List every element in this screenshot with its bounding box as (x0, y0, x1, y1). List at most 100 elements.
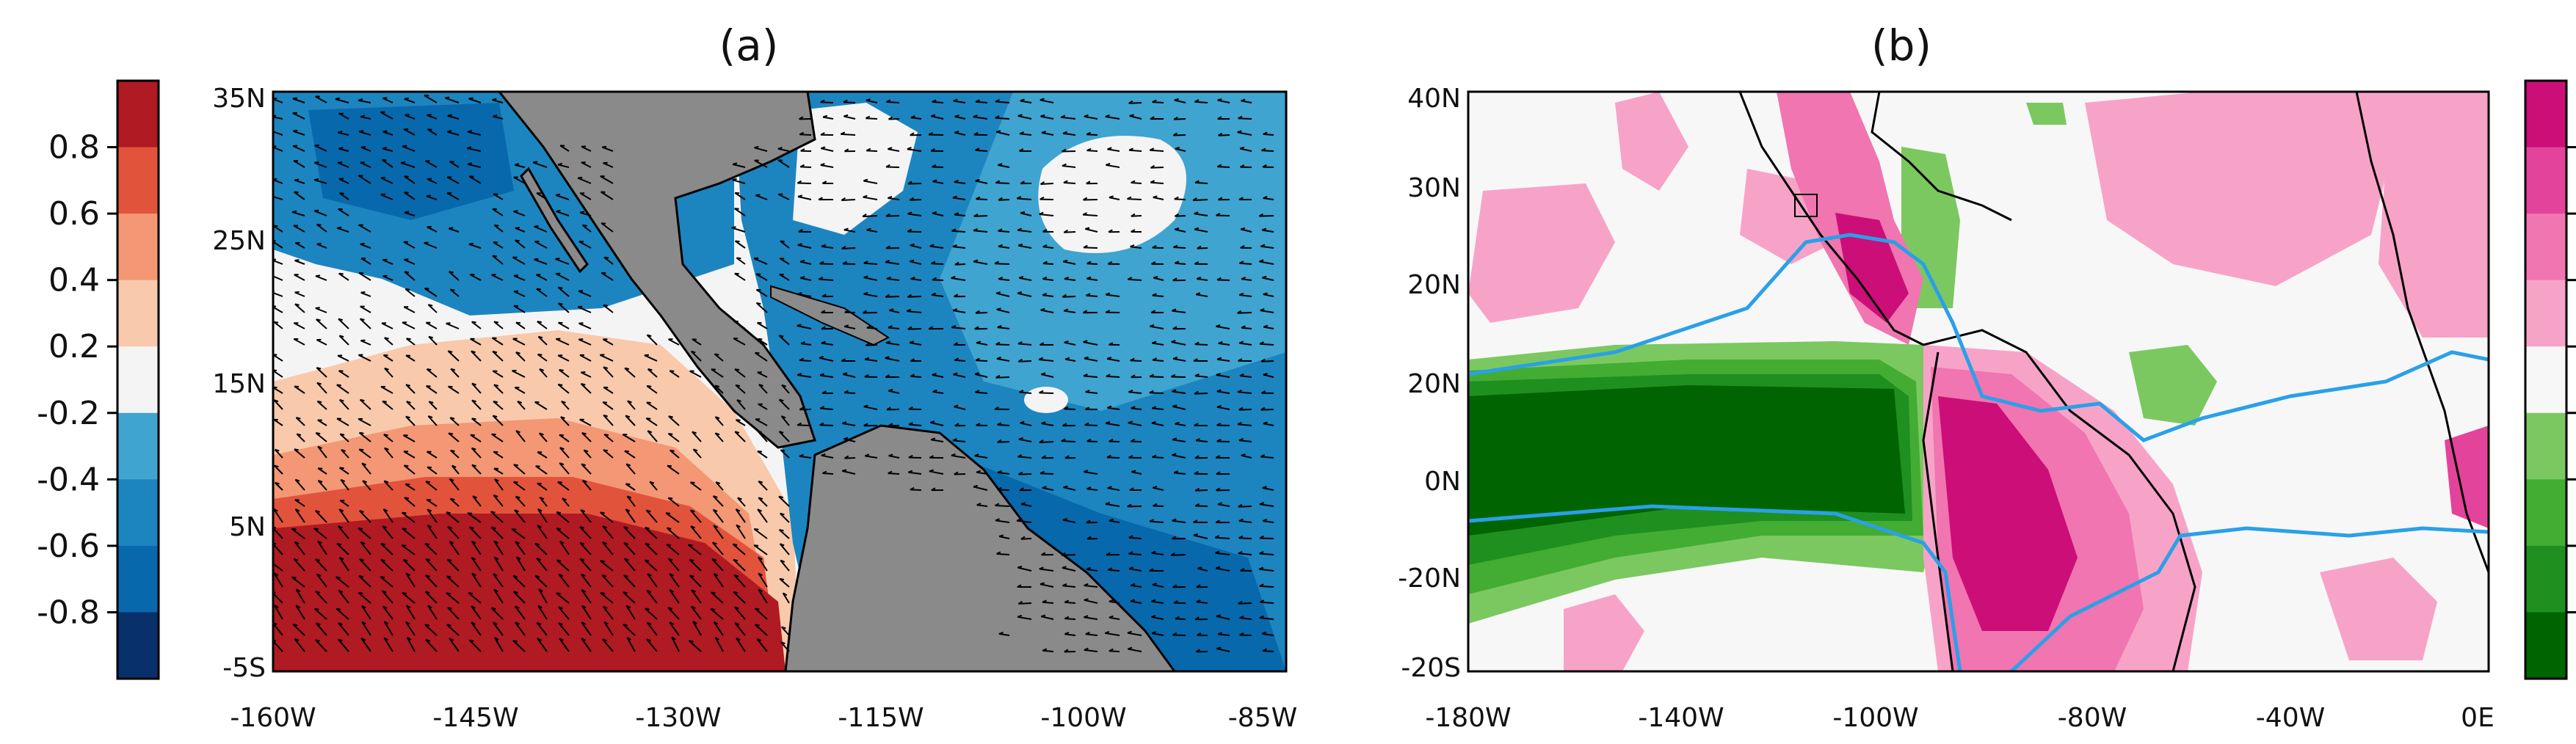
wind-vector-head (910, 115, 915, 119)
wind-vector-head (1260, 308, 1265, 312)
wind-vector-head (1129, 487, 1134, 491)
wind-vector (581, 161, 592, 168)
wind-vector (292, 145, 305, 152)
panel-b-field-negative-max (1468, 385, 1905, 536)
wind-vector-head (712, 541, 717, 545)
wind-vector-head (1060, 114, 1066, 118)
wind-vector-head (1062, 423, 1067, 427)
wind-vector (734, 240, 746, 249)
panel-b-y-tick: 20N (1407, 369, 1461, 399)
wind-vector-head (1170, 373, 1176, 378)
wind-vector (1084, 616, 1098, 620)
wind-vector-head (863, 194, 868, 198)
wind-vector (427, 114, 438, 120)
wind-vector-head (424, 288, 429, 290)
wind-vector-head (1106, 162, 1111, 166)
wind-vector-head (425, 591, 430, 594)
wind-vector-head (555, 258, 560, 260)
wind-vector-head (799, 357, 805, 361)
wind-vector-head (1017, 358, 1023, 362)
wind-vector-head (1197, 632, 1202, 636)
wind-vector-head (318, 480, 323, 483)
wind-vector-head (821, 244, 826, 247)
wind-vector (1042, 294, 1054, 297)
wind-vector (780, 415, 790, 426)
wind-vector-head (493, 621, 498, 625)
wind-vector-head (515, 541, 520, 544)
wind-vector (866, 150, 878, 152)
wind-vector-head (447, 114, 452, 117)
wind-vector-head (1042, 229, 1048, 233)
wind-vector (623, 526, 636, 539)
wind-vector-head (536, 557, 542, 561)
wind-vector (538, 432, 548, 442)
wind-vector-head (1194, 341, 1200, 346)
wind-vector-head (446, 322, 451, 324)
wind-vector (1260, 343, 1274, 346)
colorbar-a-swatch (117, 412, 159, 480)
wind-vector-head (737, 497, 742, 500)
wind-vector (340, 479, 349, 491)
wind-vector (313, 528, 327, 539)
wind-vector (468, 526, 482, 539)
wind-vector-head (1085, 631, 1090, 635)
wind-vector-head (821, 180, 827, 184)
wind-vector (335, 576, 349, 588)
colorbar-b-swatch (2525, 412, 2566, 480)
wind-vector-head (954, 423, 959, 427)
wind-vector-head (932, 211, 937, 214)
wind-vector-head (930, 114, 936, 117)
panel-b-field-positive-far-east (2349, 92, 2489, 338)
wind-vector (446, 322, 460, 329)
wind-vector (755, 352, 768, 362)
wind-vector (380, 386, 393, 394)
wind-vector (382, 131, 393, 136)
wind-vector (779, 543, 790, 555)
wind-vector (1260, 360, 1274, 362)
wind-vector-head (471, 382, 476, 386)
wind-vector-head (537, 354, 543, 356)
wind-vector (1128, 536, 1142, 539)
wind-vector (907, 148, 922, 152)
wind-vector-head (692, 431, 697, 434)
wind-vector (1016, 519, 1032, 523)
wind-vector-head (406, 401, 411, 404)
wind-vector-head (907, 293, 913, 298)
wind-vector-head (604, 434, 609, 437)
wind-vector (623, 558, 636, 572)
wind-vector (931, 439, 944, 442)
wind-vector (449, 417, 460, 426)
wind-vector-head (337, 226, 342, 229)
wind-vector-head (384, 621, 389, 625)
wind-vector (580, 371, 592, 378)
wind-vector (468, 175, 482, 184)
wind-vector (424, 624, 438, 636)
wind-vector (406, 401, 416, 410)
wind-vector (449, 541, 460, 555)
wind-vector (581, 638, 592, 652)
wind-vector (471, 621, 482, 636)
colorbar-a-swatch (117, 346, 159, 414)
wind-vector-head (406, 338, 411, 340)
wind-vector-head (888, 325, 893, 329)
wind-vector (513, 176, 526, 184)
wind-vector-head (1106, 357, 1112, 360)
wind-vector-head (581, 638, 587, 641)
wind-vector (1172, 634, 1186, 636)
wind-vector (1042, 601, 1054, 604)
wind-vector-head (932, 389, 937, 393)
wind-vector-head (515, 430, 520, 434)
wind-vector (932, 390, 944, 394)
wind-vector-head (1064, 357, 1070, 360)
wind-vector-head (1263, 421, 1268, 425)
wind-vector-head (360, 541, 366, 545)
wind-vector (602, 605, 614, 620)
wind-vector (799, 134, 812, 136)
wind-vector (1195, 293, 1208, 297)
wind-vector-head (691, 350, 696, 354)
wind-vector (799, 455, 812, 459)
panel-b-field-positive-sa-core (1938, 396, 2078, 631)
colorbar-a-label: 0.8 (48, 129, 100, 167)
wind-vector (447, 526, 460, 539)
wind-vector-head (1083, 373, 1088, 377)
